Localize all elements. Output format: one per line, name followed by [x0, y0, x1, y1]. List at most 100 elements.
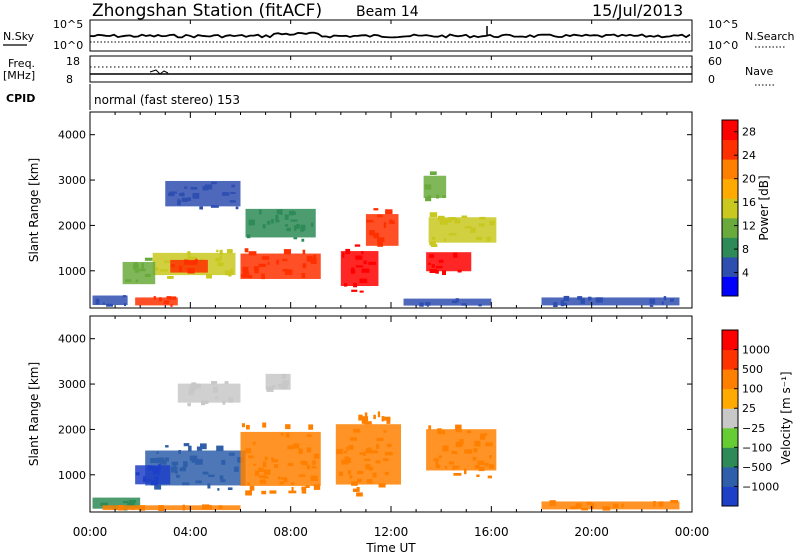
colorbar-tick-label: 1000 [742, 344, 770, 357]
colorbar-tick-label: 4 [742, 267, 749, 280]
colorbar-segment [722, 237, 738, 258]
colorbar-tick-label: −1000 [742, 480, 779, 493]
x-tick-label: 12:00 [374, 525, 409, 539]
scatter-patch [428, 212, 497, 247]
colorbar-tick-label: −25 [742, 422, 765, 435]
scatter-patch [541, 500, 680, 511]
scatter-patch [340, 244, 379, 293]
colorbar-tick-label: 8 [742, 243, 749, 256]
colorbar-segment [722, 120, 738, 141]
power-colorbar: 4 8 12 16 20 24 28 Power [dB] [721, 119, 771, 297]
nave-tick-top: 60 [708, 55, 722, 68]
scatter-patch [240, 248, 321, 280]
scatter-patch [135, 464, 171, 486]
colorbar-segment [722, 447, 738, 468]
y-tick-label: 3000 [58, 174, 86, 187]
y-tick-label: 2000 [58, 423, 86, 436]
freq-panel: Freq. [MHz] 18 8 60 0 Nave [3, 55, 776, 86]
x-tick-label: 00:00 [73, 525, 108, 539]
y-axis-label: Slant Range [km] [27, 362, 41, 466]
y-tick-label: 4000 [58, 333, 86, 346]
colorbar-tick-label: 25 [742, 402, 756, 415]
velocity-colorbar: 1000 500 100 25 −25 −100 −500 −1000 Velocity [m … [721, 329, 793, 507]
colorbar-tick-label: 12 [742, 220, 756, 233]
colorbar-segment [722, 466, 738, 487]
colorbar-tick-label: −500 [742, 461, 772, 474]
colorbar-segment [722, 256, 738, 277]
station-title: Zhongshan Station (fitACF) [92, 1, 322, 21]
scatter-patch [165, 180, 241, 210]
cpid-text: normal (fast stereo) 153 [94, 93, 240, 107]
freq-label: Freq. [8, 57, 35, 70]
freq-tick-top: 18 [66, 55, 80, 68]
scatter-patch [240, 422, 321, 496]
x-axis-label: Time UT [365, 541, 416, 554]
nave-label: Nave [745, 65, 773, 78]
scatter-patch [265, 373, 291, 392]
nsearch-tick-top: 10^5 [708, 18, 738, 31]
colorbar-tick-label: 500 [742, 363, 763, 376]
scatter-patch [135, 296, 178, 307]
colorbar-segment [722, 427, 738, 448]
scatter-patch [365, 208, 399, 247]
colorbar-segment [722, 388, 738, 409]
beam-label: Beam 14 [356, 4, 419, 20]
colorbar-segment [722, 369, 738, 390]
colorbar-tick-label: −100 [742, 441, 772, 454]
y-tick-label: 3000 [58, 378, 86, 391]
colorbar-segment [722, 408, 738, 429]
y-tick-label: 4000 [58, 129, 86, 142]
y-tick-label: 1000 [58, 469, 86, 482]
colorbar-segment [722, 198, 738, 219]
colorbar-tick-label: 100 [742, 383, 763, 396]
colorbar-tick-label: 16 [742, 196, 756, 209]
colorbar-segment [722, 139, 738, 160]
x-tick-label: 04:00 [173, 525, 208, 539]
x-tick-label: 08:00 [273, 525, 308, 539]
nsky-label: N.Sky [3, 30, 35, 43]
scatter-patch [423, 171, 447, 202]
scatter-patch [170, 258, 208, 274]
nsky-panel: N.Sky 10^5 10^0 10^5 10^0 N.Search [3, 18, 795, 52]
nsky-tick-bottom: 10^0 [53, 39, 83, 52]
colorbar-segment [722, 486, 738, 507]
nsky-tick-top: 10^5 [53, 18, 83, 31]
freq-unit-label: [MHz] [3, 69, 35, 82]
scatter-patch [426, 252, 472, 275]
nsearch-tick-bottom: 10^0 [708, 39, 738, 52]
velocity-panel: 1000 2000 3000 4000 Slant Range [km] [27, 315, 693, 513]
freq-tick-bottom: 8 [66, 73, 73, 86]
scatter-patch [403, 298, 492, 307]
colorbar-segment [722, 217, 738, 238]
y-tick-label: 2000 [58, 219, 86, 232]
scatter-patch [541, 295, 680, 307]
colorbar-segment [722, 276, 738, 297]
x-tick-label: 16:00 [474, 525, 509, 539]
scatter-patch [245, 208, 316, 242]
time-axis: 00:00 04:00 08:00 12:00 16:00 20:00 00:00 [73, 20, 710, 539]
colorbar-label: Power [dB] [757, 175, 771, 240]
cpid-label: CPID [6, 92, 35, 105]
y-axis-label: Slant Range [km] [27, 158, 41, 262]
colorbar-tick-label: 20 [742, 173, 756, 186]
colorbar-segment [722, 178, 738, 199]
y-tick-label: 1000 [58, 265, 86, 278]
colorbar-tick-label: 24 [742, 149, 756, 162]
colorbar-segment [722, 330, 738, 351]
power-panel: 1000 2000 3000 4000 Slant Range [km] [27, 111, 693, 309]
nave-tick-bottom: 0 [708, 73, 715, 86]
nsearch-label: N.Search [745, 30, 795, 43]
colorbar-segment [722, 349, 738, 370]
scatter-patch [335, 411, 402, 497]
x-tick-label: 00:00 [675, 525, 710, 539]
scatter-patch [102, 504, 241, 511]
colorbar-segment [722, 159, 738, 180]
scatter-patch [122, 257, 156, 285]
x-tick-label: 20:00 [574, 525, 609, 539]
scatter-patch [177, 381, 241, 407]
date-label: 15/Jul/2013 [592, 1, 683, 20]
scatter-patch [426, 424, 497, 479]
colorbar-tick-label: 28 [742, 126, 756, 139]
scatter-patch [92, 295, 128, 307]
